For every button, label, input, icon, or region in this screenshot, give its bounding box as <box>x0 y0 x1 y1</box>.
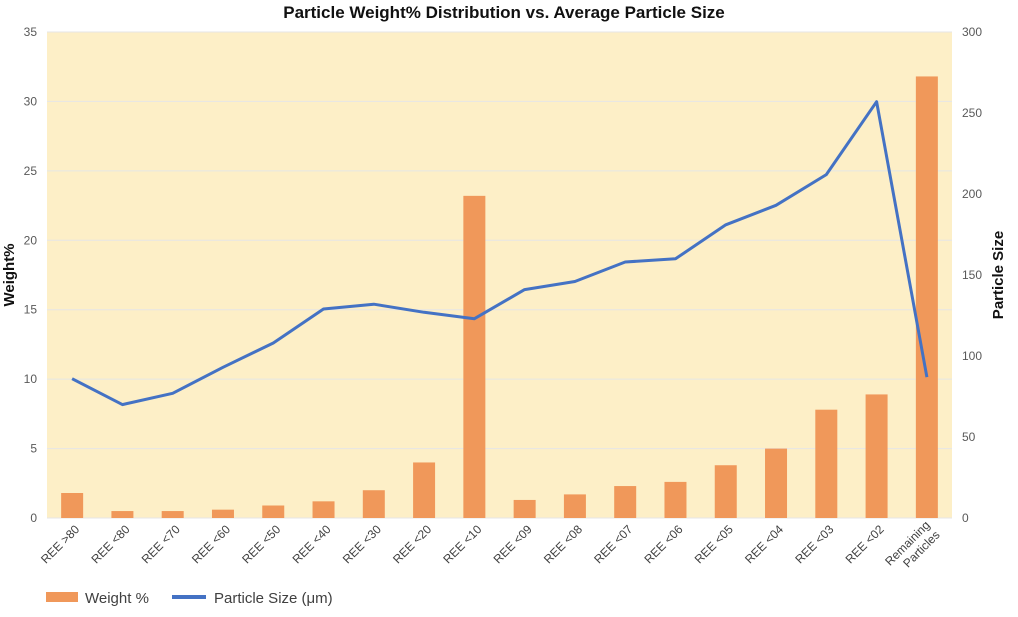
left-axis-label: Weight% <box>1 243 18 306</box>
bar-series <box>61 76 938 518</box>
category-label: REE <10 <box>440 522 484 566</box>
category-label: REE <07 <box>591 522 635 566</box>
right-tick-label: 150 <box>962 268 982 282</box>
left-tick-label: 10 <box>24 372 38 386</box>
left-tick-label: 25 <box>24 164 38 178</box>
left-axis-ticks: 0 5 10 15 20 25 30 35 <box>24 25 38 525</box>
category-label: REE <60 <box>189 522 233 566</box>
category-label: REE <08 <box>541 522 585 566</box>
bar <box>865 394 888 518</box>
category-label: RemainingParticles <box>882 518 942 578</box>
bar <box>513 499 536 518</box>
plot-area <box>47 32 952 518</box>
category-label: REE <70 <box>139 522 183 566</box>
bar <box>915 76 938 518</box>
bar <box>614 486 637 518</box>
bar <box>312 501 335 518</box>
category-label: REE <03 <box>792 522 836 566</box>
category-label: REE <80 <box>88 522 132 566</box>
line-series <box>71 100 929 407</box>
bar <box>765 448 788 518</box>
bar <box>61 493 84 518</box>
right-tick-label: 300 <box>962 25 982 39</box>
left-tick-label: 35 <box>24 25 38 39</box>
left-tick-label: 5 <box>30 442 37 456</box>
category-label: REE <06 <box>641 522 685 566</box>
bar <box>714 465 737 518</box>
category-label: REE <50 <box>239 522 283 566</box>
category-label: REE <04 <box>742 522 786 566</box>
category-label: REE >80 <box>38 522 82 566</box>
left-tick-label: 30 <box>24 94 38 108</box>
left-tick-label: 15 <box>24 303 38 317</box>
legend: Weight % Particle Size (μm) <box>46 590 333 607</box>
category-labels: REE >80 REE <80 REE <70 REE <60 REE <50 REE <… <box>38 518 942 578</box>
chart-title: Particle Weight% Distribution vs. Averag… <box>283 3 725 22</box>
size-line <box>71 100 929 407</box>
right-tick-label: 50 <box>962 430 976 444</box>
category-label: REE <20 <box>390 522 434 566</box>
category-label: REE <09 <box>491 522 535 566</box>
category-label: REE <02 <box>843 522 887 566</box>
bar <box>211 509 234 518</box>
category-label: REE <05 <box>692 522 736 566</box>
bar <box>111 511 134 518</box>
right-tick-label: 200 <box>962 187 982 201</box>
category-label: REE <40 <box>290 522 334 566</box>
bar <box>262 505 285 518</box>
left-tick-label: 0 <box>30 511 37 525</box>
bar <box>563 494 586 518</box>
right-tick-label: 250 <box>962 106 982 120</box>
legend-swatch-weight <box>46 592 78 602</box>
right-axis-label: Particle Size <box>990 231 1007 319</box>
category-label: REE <30 <box>340 522 384 566</box>
right-axis-ticks: 0 50 100 150 200 250 300 <box>962 25 982 525</box>
bar <box>664 481 687 518</box>
left-tick-label: 20 <box>24 233 38 247</box>
bar <box>413 462 436 518</box>
bar <box>463 195 486 518</box>
bar <box>815 409 838 518</box>
right-tick-label: 0 <box>962 511 969 525</box>
bar <box>362 490 385 518</box>
legend-label-weight: Weight % <box>85 590 149 607</box>
right-tick-label: 100 <box>962 349 982 363</box>
legend-label-size: Particle Size (μm) <box>214 590 333 607</box>
bar <box>161 511 184 518</box>
